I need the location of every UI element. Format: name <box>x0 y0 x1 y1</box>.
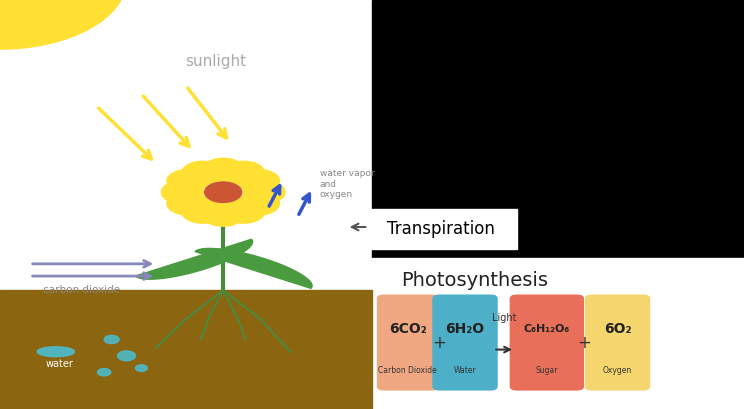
Circle shape <box>238 170 280 193</box>
Circle shape <box>97 369 111 376</box>
Circle shape <box>167 170 208 193</box>
Text: 6CO₂: 6CO₂ <box>389 322 426 336</box>
Text: +: + <box>432 333 446 352</box>
Bar <box>372 0 744 409</box>
FancyBboxPatch shape <box>377 294 439 391</box>
Circle shape <box>205 182 242 202</box>
Text: Oxygen: Oxygen <box>603 366 632 375</box>
Text: sunlight: sunlight <box>185 54 246 69</box>
Text: C₆H₁₂O₆: C₆H₁₂O₆ <box>524 324 570 334</box>
Circle shape <box>161 181 203 204</box>
Text: Photosynthesis: Photosynthesis <box>401 271 548 290</box>
Text: Water: Water <box>454 366 476 375</box>
Text: water: water <box>45 359 74 369</box>
Text: Transpiration: Transpiration <box>387 220 495 238</box>
Circle shape <box>223 200 265 223</box>
Circle shape <box>202 203 244 226</box>
Circle shape <box>118 351 135 361</box>
FancyBboxPatch shape <box>365 209 517 249</box>
Text: Carbon Dioxide: Carbon Dioxide <box>379 366 437 375</box>
Circle shape <box>135 365 147 371</box>
Circle shape <box>182 161 224 184</box>
Polygon shape <box>37 347 74 357</box>
Text: +: + <box>577 333 591 352</box>
Text: Sugar: Sugar <box>536 366 558 375</box>
Polygon shape <box>195 248 312 288</box>
Circle shape <box>202 158 244 181</box>
Circle shape <box>243 181 285 204</box>
Text: Light: Light <box>493 313 516 323</box>
Bar <box>368 258 744 409</box>
FancyBboxPatch shape <box>585 294 650 391</box>
Text: carbon dioxide: carbon dioxide <box>43 285 121 295</box>
Text: 6O₂: 6O₂ <box>604 322 631 336</box>
Bar <box>0 0 372 409</box>
FancyBboxPatch shape <box>432 294 498 391</box>
Circle shape <box>167 192 208 215</box>
Circle shape <box>238 192 280 215</box>
Bar <box>0 290 372 409</box>
FancyBboxPatch shape <box>510 294 584 391</box>
Circle shape <box>223 161 265 184</box>
Text: water vapor
and
oxygen: water vapor and oxygen <box>320 169 374 199</box>
Circle shape <box>182 200 224 223</box>
Polygon shape <box>135 239 253 279</box>
Circle shape <box>0 0 126 49</box>
Text: 6H₂O: 6H₂O <box>446 322 484 336</box>
Circle shape <box>104 335 119 344</box>
